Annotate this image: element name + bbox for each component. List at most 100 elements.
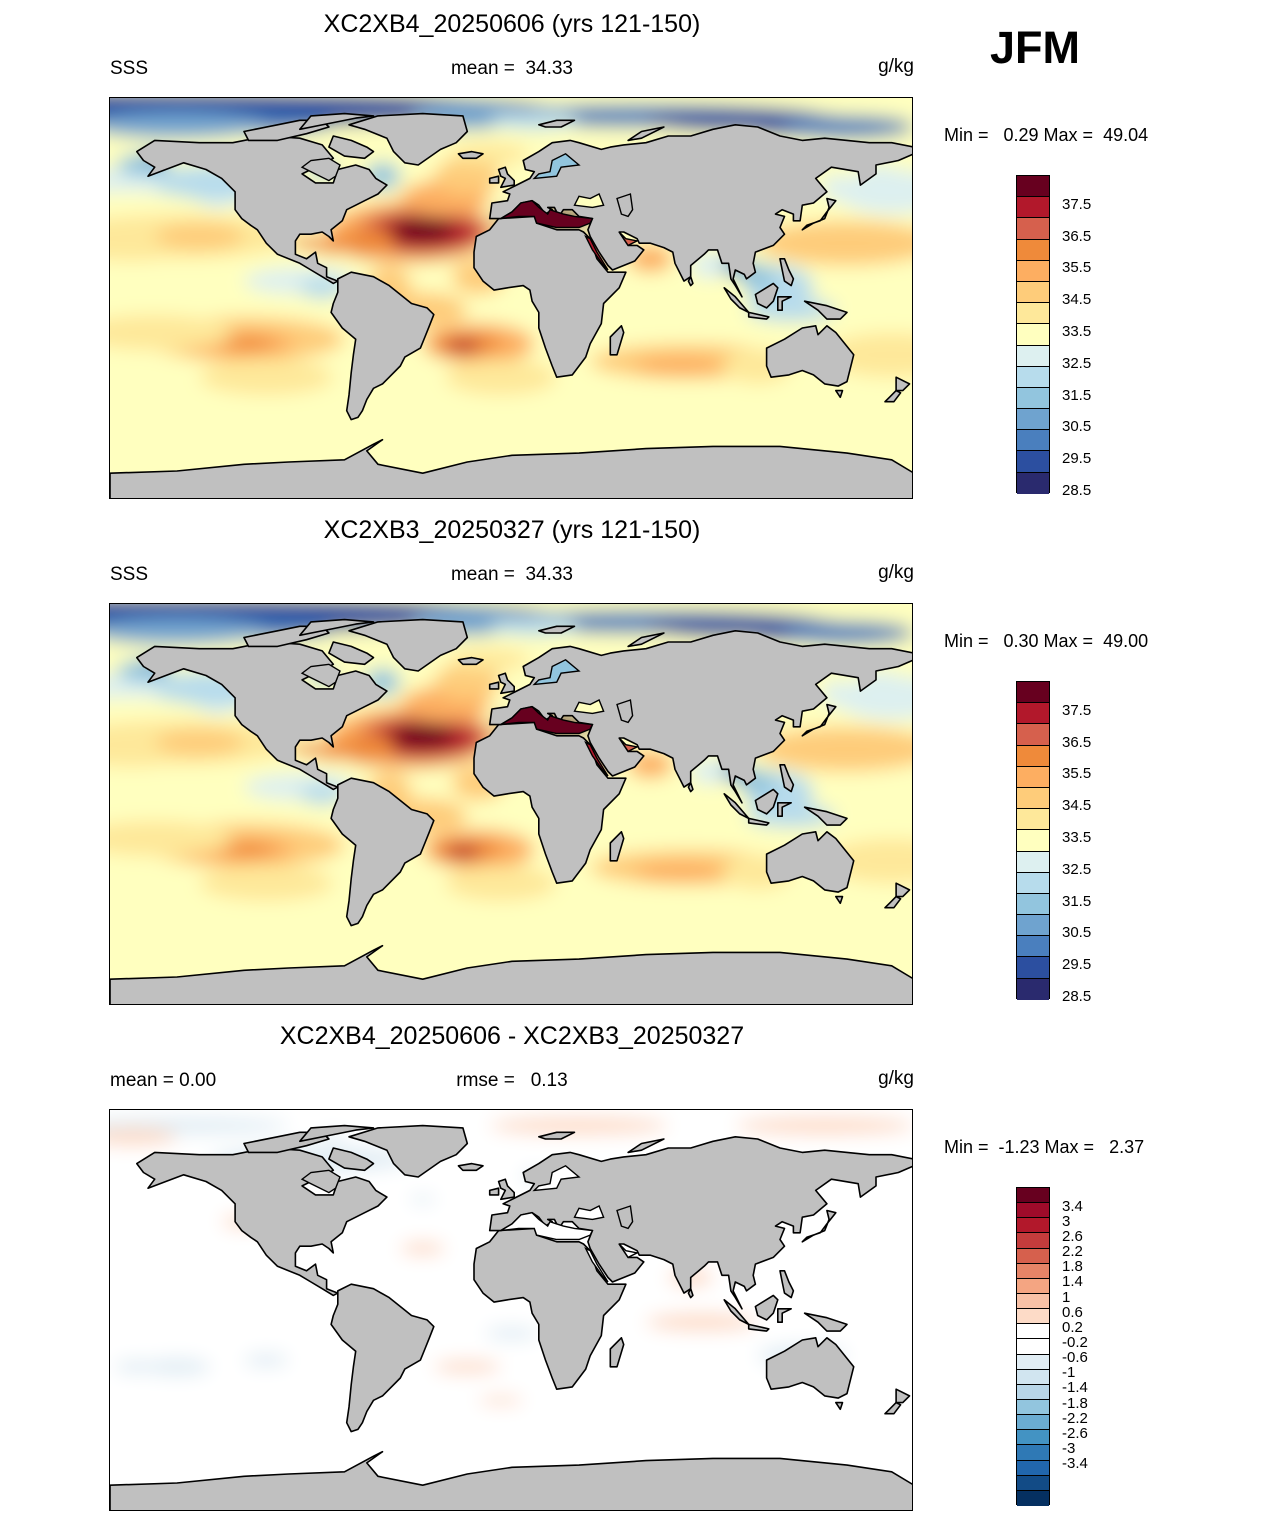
- coastline: [330, 271, 435, 421]
- field-contour: [110, 820, 233, 857]
- salinity-map: [109, 97, 913, 499]
- coastline: [835, 389, 844, 399]
- coastline: [754, 1294, 779, 1321]
- colorbar-tick-label: -0.6: [1062, 1349, 1088, 1367]
- coastline: [457, 656, 484, 666]
- map-canvas: [110, 1110, 912, 1510]
- field-contour: [293, 742, 329, 756]
- coastline: [627, 1138, 665, 1154]
- colorbar-tick-label: 35.5: [1062, 259, 1092, 277]
- field-contour: [340, 227, 394, 259]
- mean-label: mean = 34.33: [450, 58, 573, 79]
- coastline: [348, 112, 469, 166]
- colorbar-swatch: [1017, 1309, 1049, 1325]
- field-contour: [110, 314, 233, 351]
- coastline: [779, 764, 795, 793]
- coastline: [803, 300, 848, 320]
- coastline: [779, 1270, 795, 1299]
- colorbar-swatch: [1017, 1248, 1049, 1264]
- field-contour: [221, 336, 276, 351]
- coastline: [754, 788, 779, 815]
- field-contour: [634, 863, 725, 881]
- coastline: [765, 325, 855, 387]
- coastline: [348, 618, 469, 672]
- inland-sea-gulf: [618, 737, 640, 753]
- colorbar-swatch: [1017, 724, 1049, 746]
- colorbar-swatch: [1017, 303, 1049, 325]
- colorbar-tick-label: 35.5: [1062, 765, 1092, 783]
- colorbar-tick-label: 32.5: [1062, 354, 1092, 372]
- field-contour: [679, 802, 769, 830]
- colorbar-swatch: [1017, 1384, 1049, 1400]
- inland-sea-black: [573, 1205, 605, 1221]
- field-contour: [780, 115, 912, 139]
- colorbar-tick-label: -3.4: [1062, 1455, 1088, 1473]
- coastline: [538, 119, 576, 128]
- inland-sea-caspian: [616, 1205, 634, 1230]
- colorbar-tick-label: -1: [1062, 1364, 1076, 1382]
- colorbar-swatch: [1017, 703, 1049, 725]
- coastline: [723, 793, 750, 820]
- units-label: g/kg: [878, 1068, 914, 1089]
- colorbar-swatch: [1017, 409, 1049, 431]
- colorbar-swatch: [1017, 936, 1049, 958]
- units-label: g/kg: [878, 562, 914, 583]
- coastline: [803, 806, 848, 826]
- panel-difference: XC2XB4_20250606 - XC2XB3_20250327 mean =…: [0, 1012, 1285, 1518]
- field-contour: [735, 1116, 912, 1135]
- coastline: [754, 282, 779, 309]
- field-contour: [634, 357, 725, 375]
- colorbar-swatch: [1017, 1339, 1049, 1355]
- colorbar-swatch: [1017, 430, 1049, 452]
- field-contour: [822, 679, 850, 707]
- coastline: [299, 112, 375, 131]
- field-contour: [757, 726, 912, 772]
- field-contour: [114, 1360, 160, 1374]
- coastline: [895, 1388, 911, 1404]
- field-contour: [485, 1326, 539, 1341]
- field-contour: [445, 865, 557, 902]
- coastline: [609, 325, 625, 356]
- colorbar-swatch: [1017, 472, 1049, 494]
- colorbar: [1016, 681, 1050, 1000]
- colorbar-swatch: [1017, 281, 1049, 304]
- land-mask: [110, 1124, 912, 1510]
- coastline: [299, 618, 375, 637]
- units-label: g/kg: [878, 56, 914, 77]
- mean-label: mean = 34.33: [450, 564, 573, 585]
- colorbar-swatch: [1017, 324, 1049, 346]
- colorbar-swatch: [1017, 1369, 1049, 1385]
- panel-title: XC2XB3_20250327 (yrs 121-150): [323, 516, 701, 544]
- field-contour: [143, 1357, 211, 1376]
- colorbar-swatch: [1017, 830, 1049, 852]
- rmse-label: rmse = 0.13: [456, 1070, 568, 1091]
- field-contour: [293, 236, 329, 250]
- colorbar-swatch: [1017, 1203, 1049, 1219]
- colorbar-tick-label: 2.2: [1062, 1243, 1083, 1261]
- field-contour: [340, 733, 394, 765]
- colorbar-tick-label: 31.5: [1062, 386, 1092, 404]
- field-contour: [445, 339, 481, 353]
- coastline: [488, 124, 912, 298]
- variable-label: SSS: [110, 564, 149, 585]
- field-contour: [110, 617, 267, 645]
- field-contour: [199, 865, 334, 902]
- inland-sea-hudson: [300, 663, 341, 688]
- season-label: JFM: [990, 22, 1080, 73]
- colorbar: [1016, 175, 1050, 494]
- field-contour: [489, 1116, 669, 1135]
- inland-sea-black: [573, 699, 605, 715]
- map-canvas: [110, 604, 912, 1004]
- inland-sea-hudson: [300, 157, 341, 182]
- coastline: [110, 438, 912, 498]
- coastline: [777, 296, 792, 311]
- coastline: [801, 703, 837, 737]
- coastline: [747, 817, 770, 826]
- field-contour: [679, 296, 769, 324]
- colorbar-swatch: [1017, 1263, 1049, 1279]
- coastline: [801, 1209, 837, 1243]
- field-contour: [391, 724, 454, 747]
- coastline: [488, 175, 500, 184]
- coastline: [835, 1401, 844, 1411]
- field-contour: [110, 1127, 177, 1146]
